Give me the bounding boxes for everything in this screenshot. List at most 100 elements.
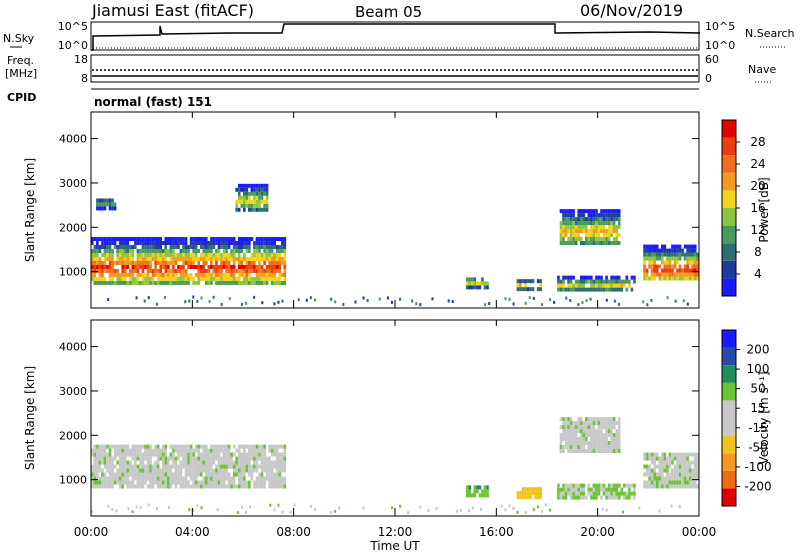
heatmap-cell bbox=[134, 237, 137, 242]
heatmap-cell bbox=[151, 480, 155, 485]
heatmap-cell bbox=[123, 268, 127, 273]
heatmap-cell bbox=[579, 437, 583, 442]
heatmap-cell bbox=[668, 484, 672, 489]
heatmap-cell bbox=[136, 456, 140, 461]
heatmap-cell bbox=[260, 241, 264, 246]
heatmap-cell bbox=[240, 256, 244, 261]
heatmap-cell bbox=[253, 268, 256, 273]
heatmap-cell bbox=[139, 460, 142, 465]
heatmap-cell bbox=[111, 260, 114, 265]
heatmap-cell bbox=[653, 480, 656, 485]
heatmap-cell bbox=[159, 448, 162, 453]
nsky-trace bbox=[91, 23, 701, 51]
heatmap-cell bbox=[243, 280, 246, 285]
heatmap-cell bbox=[141, 452, 145, 457]
heatmap-cell bbox=[93, 452, 97, 457]
heatmap-cell bbox=[572, 445, 575, 450]
heatmap-cell bbox=[683, 484, 687, 489]
heatmap-cell bbox=[129, 448, 132, 453]
heatmap-cell bbox=[199, 472, 203, 477]
heatmap-cell bbox=[139, 272, 142, 277]
heatmap-cell bbox=[567, 421, 570, 426]
heatmap-cell bbox=[205, 456, 208, 461]
heatmap-cell bbox=[668, 252, 672, 257]
heatmap-cell bbox=[572, 229, 575, 234]
heatmap-cell bbox=[199, 444, 203, 449]
heatmap-cell bbox=[696, 268, 700, 273]
heatmap-cell bbox=[237, 191, 241, 196]
heatmap-cell bbox=[164, 476, 168, 481]
heatmap-cell bbox=[473, 285, 477, 290]
heatmap-cell bbox=[569, 237, 573, 242]
heatmap-cell bbox=[121, 237, 124, 242]
heatmap-cell bbox=[693, 252, 697, 257]
heatmap-cell bbox=[281, 480, 284, 485]
heatmap-cell bbox=[683, 268, 687, 273]
heatmap-cell bbox=[597, 287, 601, 292]
heatmap-cell bbox=[577, 233, 580, 238]
heatmap-cell bbox=[590, 425, 593, 430]
heatmap-cell bbox=[615, 237, 618, 242]
heatmap-cell bbox=[192, 452, 195, 457]
heatmap-cell bbox=[688, 452, 692, 457]
heatmap-cell bbox=[134, 241, 137, 246]
heatmap-cell bbox=[182, 249, 185, 254]
heatmap-cell bbox=[579, 421, 583, 426]
heatmap-cell bbox=[98, 237, 102, 242]
heatmap-cell bbox=[590, 417, 593, 422]
heatmap-cell bbox=[666, 480, 669, 485]
heatmap-cell bbox=[268, 260, 271, 265]
heatmap-cell bbox=[126, 484, 130, 489]
heatmap-cell bbox=[179, 444, 183, 449]
heatmap-cell bbox=[161, 253, 165, 258]
heatmap-cell bbox=[98, 480, 102, 485]
heatmap-cell bbox=[202, 460, 206, 465]
heatmap-cell bbox=[194, 256, 198, 261]
heatmap-cell bbox=[202, 452, 206, 457]
heatmap-cell bbox=[217, 484, 221, 489]
heatmap-cell bbox=[146, 260, 150, 265]
heatmap-cell bbox=[126, 253, 130, 258]
heatmap-cell bbox=[220, 476, 223, 481]
heatmap-cell bbox=[237, 476, 241, 481]
heatmap-cell bbox=[612, 213, 616, 218]
heatmap-cell bbox=[164, 452, 168, 457]
heatmap-cell bbox=[270, 460, 274, 465]
heatmap-cell bbox=[96, 202, 99, 207]
heatmap-cell bbox=[592, 487, 596, 492]
heatmap-cell bbox=[628, 279, 631, 284]
heatmap-cell bbox=[268, 256, 271, 261]
heatmap-cell bbox=[197, 237, 200, 242]
heatmap-cell bbox=[253, 249, 256, 254]
heatmap-cell bbox=[217, 468, 221, 473]
heatmap-cell bbox=[126, 272, 130, 277]
heatmap-cell bbox=[673, 484, 677, 489]
heatmap-cell bbox=[258, 276, 261, 281]
heatmap-cell bbox=[139, 476, 142, 481]
heatmap-cell bbox=[275, 237, 279, 242]
heatmap-cell bbox=[131, 256, 135, 261]
heatmap-cell bbox=[607, 433, 611, 438]
heatmap-cell bbox=[683, 272, 687, 277]
heatmap-cell bbox=[192, 448, 195, 453]
heatmap-cell bbox=[567, 425, 570, 430]
heatmap-cell bbox=[572, 237, 575, 242]
heatmap-cell bbox=[567, 209, 570, 214]
heatmap-cell bbox=[245, 237, 249, 242]
heatmap-cell bbox=[569, 241, 573, 246]
colorbar-swatch bbox=[722, 400, 736, 418]
heatmap-cell bbox=[559, 417, 563, 422]
heatmap-cell bbox=[399, 297, 402, 301]
heatmap-cell bbox=[96, 452, 99, 457]
heatmap-cell bbox=[650, 256, 654, 261]
heatmap-cell bbox=[260, 195, 264, 200]
heatmap-cell bbox=[451, 300, 454, 304]
heatmap-cell bbox=[587, 275, 591, 280]
heatmap-cell bbox=[592, 287, 596, 292]
heatmap-cell bbox=[260, 280, 264, 285]
heatmap-cell bbox=[240, 203, 244, 208]
heatmap-cell bbox=[265, 183, 269, 188]
heatmap-cell bbox=[111, 456, 114, 461]
heatmap-cell bbox=[390, 300, 393, 304]
heatmap-cell bbox=[207, 460, 211, 465]
